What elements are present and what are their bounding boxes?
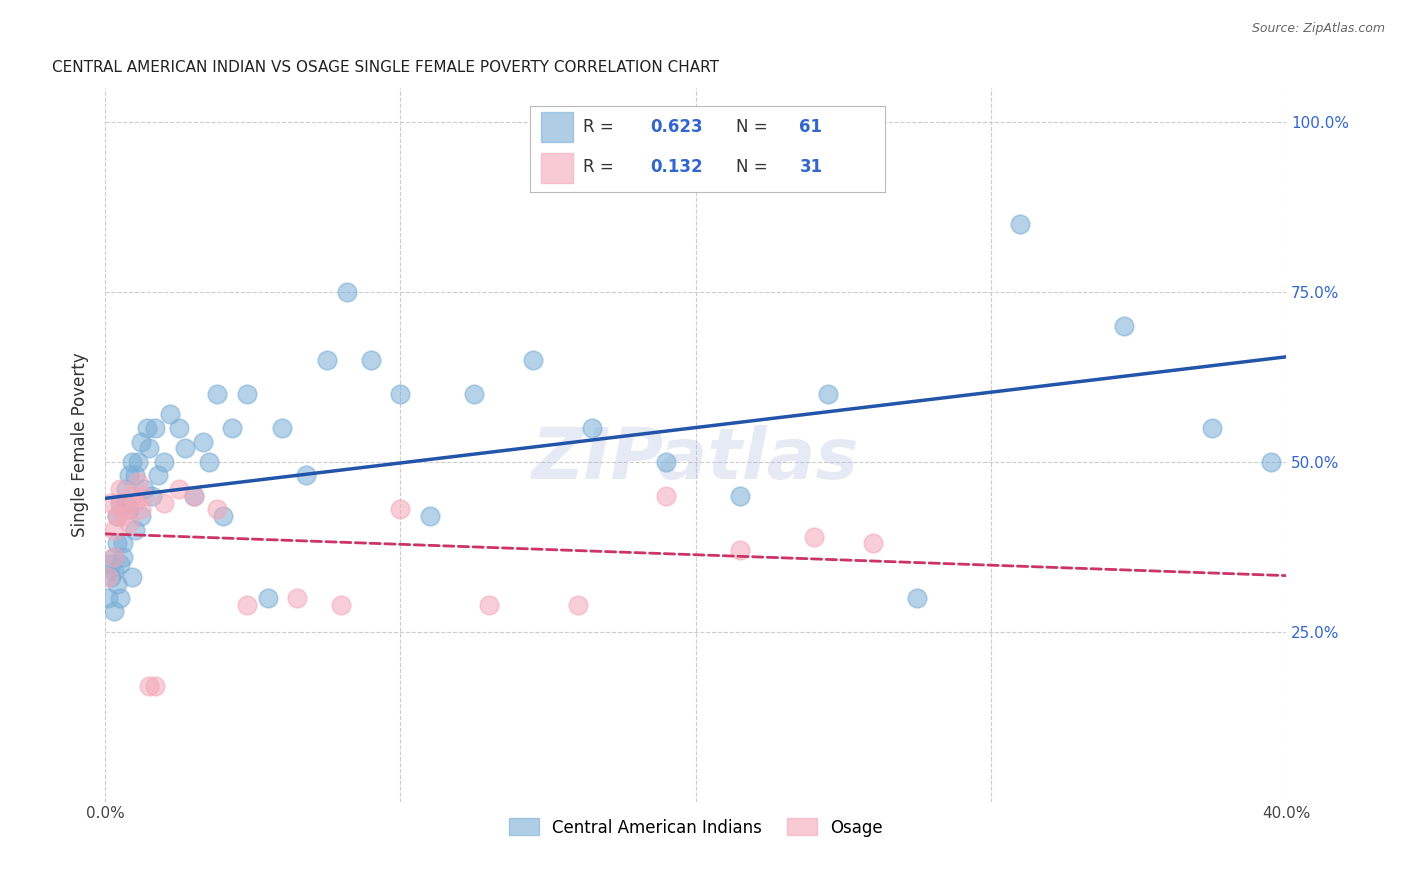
Point [803,530,825,544]
Point [108,482,131,496]
Point [360,353,382,368]
Point [138,442,160,456]
Point [105,509,128,524]
Point [862,536,884,550]
Point [108,496,131,510]
Point [145,421,167,435]
Point [256,591,278,605]
Point [159,408,181,422]
Point [103,549,125,564]
Point [111,536,134,550]
Point [655,455,678,469]
Point [817,387,839,401]
Point [118,516,141,530]
Point [285,591,308,605]
Point [115,502,138,516]
Text: Source: ZipAtlas.com: Source: ZipAtlas.com [1251,22,1385,36]
Point [129,502,152,516]
Point [121,455,143,469]
Point [121,570,143,584]
Point [108,557,131,571]
Point [115,496,138,510]
Point [103,549,125,564]
Point [105,536,128,550]
Point [141,489,163,503]
Point [115,482,138,496]
Point [135,421,157,435]
Point [728,543,751,558]
Point [100,557,122,571]
Point [124,496,146,510]
Point [197,455,219,469]
Point [728,489,751,503]
Point [295,468,318,483]
Point [567,598,589,612]
Text: CENTRAL AMERICAN INDIAN VS OSAGE SINGLE FEMALE POVERTY CORRELATION CHART: CENTRAL AMERICAN INDIAN VS OSAGE SINGLE … [52,60,718,75]
Point [132,489,155,503]
Point [132,482,155,496]
Point [103,604,125,618]
Point [207,387,229,401]
Point [236,598,259,612]
Point [389,502,412,516]
Point [271,421,294,435]
Point [1010,217,1032,231]
Point [336,285,359,299]
Point [389,387,412,401]
Point [103,523,125,537]
Point [105,509,128,524]
Point [100,570,122,584]
Point [108,496,131,510]
Point [127,475,149,490]
Point [153,496,176,510]
Point [103,564,125,578]
Point [167,421,190,435]
Point [105,577,128,591]
Point [97,570,120,584]
Point [463,387,485,401]
Point [522,353,544,368]
Point [121,489,143,503]
Legend: Central American Indians, Osage: Central American Indians, Osage [502,812,890,843]
Point [905,591,928,605]
Y-axis label: Single Female Poverty: Single Female Poverty [72,352,89,537]
Point [236,387,259,401]
Point [581,421,603,435]
Point [330,598,353,612]
Point [129,434,152,449]
Point [111,549,134,564]
Point [1260,455,1282,469]
Point [419,509,441,524]
Point [315,353,337,368]
Point [124,523,146,537]
Point [97,591,120,605]
Point [212,509,235,524]
Point [183,489,205,503]
Point [129,509,152,524]
Text: ZIPatlas: ZIPatlas [531,425,859,493]
Point [1112,319,1135,334]
Point [183,489,205,503]
Point [148,468,170,483]
Point [153,455,176,469]
Point [1201,421,1223,435]
Point [118,468,141,483]
Point [111,509,134,524]
Point [124,468,146,483]
Point [655,489,678,503]
Point [478,598,501,612]
Point [191,434,214,449]
Point [127,455,149,469]
Point [100,496,122,510]
Point [138,679,160,693]
Point [145,679,167,693]
Point [174,442,197,456]
Point [118,502,141,516]
Point [108,591,131,605]
Point [167,482,190,496]
Point [207,502,229,516]
Point [221,421,243,435]
